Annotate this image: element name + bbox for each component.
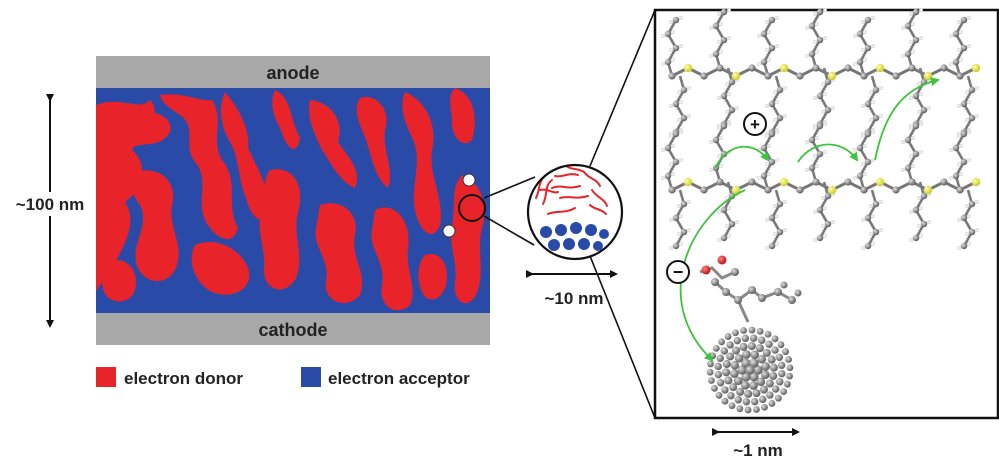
polymer-backbone — [661, 7, 981, 136]
donor-domain — [259, 169, 301, 290]
donor-domain — [371, 207, 413, 311]
acceptor-spheres — [540, 222, 609, 251]
donor-domain — [191, 241, 250, 295]
anode-label: anode — [266, 63, 319, 83]
donor-domain — [356, 96, 391, 188]
legend: electron donor electron acceptor — [96, 367, 470, 388]
sulfur-atom — [731, 71, 741, 81]
sulfur-atom — [923, 71, 933, 81]
sulfur-atom — [875, 63, 885, 73]
sulfur-atom — [827, 71, 837, 81]
charge-transfer-arrows — [679, 77, 940, 362]
donor-domain — [96, 100, 155, 292]
donor-swatch — [96, 367, 116, 387]
molecular-panel: + − — [653, 7, 999, 420]
thickness-label: ~100 nm — [16, 195, 85, 214]
donor-domain — [315, 203, 363, 304]
hole-symbol: + — [743, 112, 767, 136]
oxygen-atom — [717, 255, 727, 265]
acceptor-legend-label: electron acceptor — [328, 369, 470, 388]
donor-domain — [102, 260, 136, 302]
donor-domain — [402, 92, 441, 235]
donor-domains — [96, 88, 485, 311]
sulfur-atom — [683, 177, 693, 187]
interface-zoom-highlight — [458, 194, 486, 222]
oxygen-atom — [701, 265, 711, 275]
sulfur-atom — [779, 63, 789, 73]
donor-domain — [450, 88, 475, 144]
electron-symbol: − — [666, 260, 690, 284]
polymer-backbone — [661, 121, 981, 250]
molecular-scale-label: ~1 nm — [733, 441, 783, 459]
sulfur-atom — [923, 185, 933, 195]
donor-domain — [118, 111, 171, 150]
sulfur-atom — [779, 177, 789, 187]
sulfur-atom — [875, 177, 885, 187]
donor-domain — [418, 254, 447, 300]
acceptor-swatch — [301, 367, 321, 387]
donor-domain — [220, 92, 269, 220]
hole-hop-arrow — [797, 143, 859, 163]
hole-hop-arrow — [874, 77, 940, 161]
sulfur-atom — [683, 63, 693, 73]
anode-electrode — [96, 56, 490, 88]
svg-text:+: + — [750, 115, 760, 134]
cathode-label: cathode — [258, 320, 327, 340]
polymer-chains — [661, 7, 981, 250]
donor-domain — [130, 170, 179, 282]
cathode-electrode — [96, 313, 490, 345]
hole-hop-arrow — [714, 145, 770, 169]
thickness-indicator: ~100 nm — [8, 94, 94, 328]
hole-marker — [462, 173, 476, 187]
electron-transfer-arrow — [679, 189, 746, 362]
donor-domain — [160, 94, 238, 240]
donor-legend-label: electron donor — [124, 369, 243, 388]
donor-domain — [272, 90, 300, 150]
fullerene-molecule — [699, 255, 802, 414]
svg-text:−: − — [673, 262, 684, 282]
zoom-connectors — [483, 9, 656, 419]
sulfur-atom — [971, 63, 981, 73]
donor-domain — [309, 100, 358, 188]
electron-marker — [442, 224, 456, 238]
sulfur-atom — [731, 185, 741, 195]
device-stack: anode cathode — [96, 56, 490, 345]
molecular-scale-indicator: ~1 nm — [712, 428, 800, 459]
sulfur-atom — [971, 177, 981, 187]
sulfur-atom — [827, 185, 837, 195]
zoom-circle — [526, 163, 624, 261]
zoom-scale-label: ~10 nm — [544, 289, 603, 308]
zoom-scale-indicator: ~10 nm — [526, 270, 618, 308]
